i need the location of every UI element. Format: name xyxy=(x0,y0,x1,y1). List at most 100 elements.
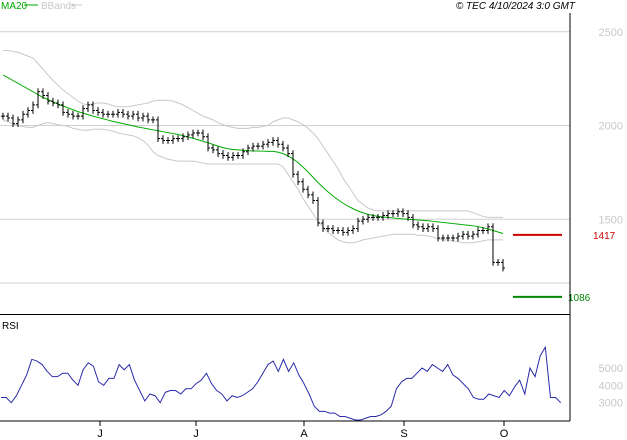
rsi-title: RSI xyxy=(2,321,19,332)
support-label: 1086 xyxy=(568,293,591,304)
bband-upper xyxy=(3,50,503,218)
price-bar xyxy=(216,146,220,157)
price-bar xyxy=(406,210,410,221)
copyright-text: © TEC 4/10/2024 3:0 GMT xyxy=(456,1,576,12)
rsi-panel: RSI 3000 4000 5000 xyxy=(1,321,623,421)
x-month-label: J xyxy=(97,428,103,440)
price-bar xyxy=(331,225,335,234)
price-bar xyxy=(311,191,315,204)
rsi-y-ticks: 3000 4000 5000 xyxy=(599,363,623,410)
price-bar xyxy=(276,137,280,148)
price-bar xyxy=(141,112,145,122)
price-bar xyxy=(101,109,105,118)
price-bar xyxy=(261,140,265,150)
price-bar xyxy=(166,137,170,144)
price-bar xyxy=(136,110,140,122)
price-bar xyxy=(426,223,430,232)
price-bar xyxy=(186,131,190,141)
rsi-polyline xyxy=(1,345,562,421)
price-bar xyxy=(11,114,15,127)
price-bar xyxy=(171,135,175,144)
price-bar xyxy=(386,210,390,219)
price-bar xyxy=(256,142,260,150)
price-grid xyxy=(0,31,570,284)
price-y-ticks: 1500 2000 2500 xyxy=(599,27,623,227)
price-bar xyxy=(446,234,450,242)
rsi-line xyxy=(1,345,562,421)
bband-lower xyxy=(2,119,503,244)
price-bar xyxy=(51,97,55,107)
price-bar xyxy=(421,223,425,232)
price-bar xyxy=(346,227,350,236)
price-bar xyxy=(296,170,300,186)
price-bar xyxy=(401,208,405,217)
rsi-tick-label: 4000 xyxy=(599,380,623,392)
price-tick-label: 1500 xyxy=(599,214,623,226)
price-bar xyxy=(431,223,435,232)
price-bar xyxy=(471,230,475,240)
price-bar xyxy=(111,110,115,118)
price-bar xyxy=(71,110,75,120)
price-bar xyxy=(156,116,160,142)
price-bar xyxy=(211,144,215,154)
price-bar xyxy=(306,185,310,199)
price-bar xyxy=(341,227,345,236)
price-bar xyxy=(326,225,330,232)
price-bar xyxy=(21,110,25,124)
price-bar xyxy=(1,112,5,120)
price-bar xyxy=(226,152,230,161)
price-bar xyxy=(6,112,10,122)
price-bar xyxy=(191,129,195,139)
price-bar xyxy=(441,234,445,242)
price-tick-label: 2000 xyxy=(599,121,623,133)
price-bar xyxy=(376,214,380,221)
price-bar xyxy=(36,88,40,109)
price-bar xyxy=(281,140,285,152)
x-month-label: S xyxy=(400,428,407,440)
price-bar xyxy=(221,150,225,159)
price-bar xyxy=(361,215,365,225)
price-bar xyxy=(411,214,415,229)
chart-header: MA20 BBands © TEC 4/10/2024 3:0 GMT xyxy=(1,1,576,12)
price-bar xyxy=(321,219,325,232)
price-tick-label: 2500 xyxy=(599,27,623,39)
price-bar xyxy=(271,137,275,146)
price-bar xyxy=(336,227,340,234)
price-bar xyxy=(231,152,235,161)
rsi-tick-label: 5000 xyxy=(599,363,623,375)
bollinger-bands xyxy=(2,50,503,244)
price-bar xyxy=(41,88,45,99)
price-bar xyxy=(251,142,255,152)
bbands-legend-label: BBands xyxy=(41,1,76,12)
price-bar xyxy=(496,259,500,266)
price-bar xyxy=(241,148,245,159)
price-bar xyxy=(466,230,470,240)
price-bar xyxy=(181,133,185,142)
price-bar xyxy=(76,112,80,120)
price-bar xyxy=(456,232,460,242)
price-bar xyxy=(236,152,240,159)
price-bar xyxy=(371,214,375,221)
price-bar xyxy=(201,129,205,141)
ma-legend-label: MA20 xyxy=(1,1,28,12)
price-bar xyxy=(476,227,480,238)
x-month-label: O xyxy=(500,428,509,440)
price-panel-background xyxy=(0,13,570,313)
price-bar xyxy=(26,107,30,118)
price-bar xyxy=(436,225,440,242)
price-bar xyxy=(126,110,130,120)
price-bar xyxy=(351,225,355,234)
price-bar xyxy=(176,135,180,142)
price-bar xyxy=(96,107,100,116)
price-bar xyxy=(86,101,90,112)
price-bar xyxy=(61,101,65,116)
price-bar xyxy=(56,99,60,109)
price-bar xyxy=(291,150,295,178)
price-bar xyxy=(391,210,395,217)
price-bar xyxy=(301,178,305,193)
price-bar xyxy=(356,217,360,232)
price-bar xyxy=(486,223,490,234)
price-bar xyxy=(206,133,210,152)
